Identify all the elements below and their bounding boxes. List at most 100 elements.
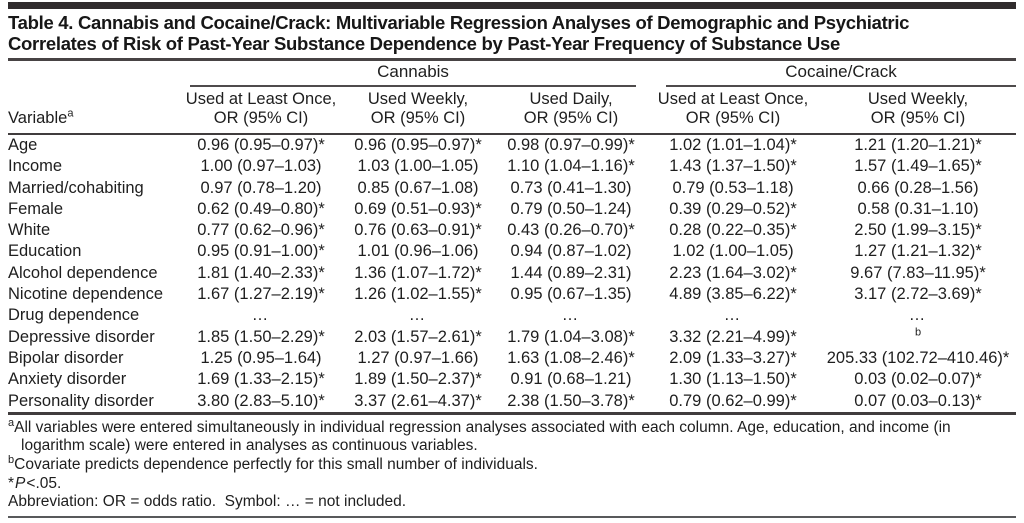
- row-value-cell: 1.26 (1.02–1.55)*: [354, 285, 482, 304]
- col-header-cannabis-once: Used at Least Once, OR (95% CI): [182, 87, 340, 135]
- footnote-b: bCovariate predicts dependence perfectly…: [8, 454, 1016, 475]
- row-value-cell: 0.58 (0.31–1.10): [857, 199, 979, 218]
- table-title: Table 4. Cannabis and Cocaine/Crack: Mul…: [8, 12, 1016, 54]
- top-rule: [8, 2, 1016, 9]
- row-value-cell: 1.27 (1.21–1.32)*: [854, 242, 982, 261]
- row-variable-label: White: [8, 221, 51, 240]
- row-variable-label: Income: [8, 157, 63, 176]
- table-body: Age 0.96 (0.95–0.97)* 0.96 (0.95–0.97)* 0.9…: [8, 134, 1016, 412]
- table-row: Personality disorder 3.80 (2.83–5.10)* 3.3…: [8, 391, 1016, 412]
- row-value-cell: 0.43 (0.26–0.70)*: [507, 221, 635, 240]
- abbreviation-note: Abbreviation: OR = odds ratio. Symbol: ……: [8, 493, 407, 511]
- pvalue-rest: <.05.: [26, 474, 62, 492]
- table-row: Nicotine dependence 1.67 (1.27–2.19)* 1.26…: [8, 284, 1016, 305]
- row-value-cell: 3.17 (2.72–3.69)*: [854, 285, 982, 304]
- footnote-a-text: All variables were entered simultaneousl…: [14, 418, 951, 455]
- group-header-cannabis: Cannabis: [182, 61, 646, 87]
- row-value-cell: 1.27 (0.97–1.66): [357, 348, 479, 367]
- pvalue-star: *: [8, 474, 15, 492]
- col-header-line1: Used at Least Once,: [657, 90, 809, 108]
- group-header-row: Cannabis Cocaine/Crack: [8, 61, 1017, 87]
- row-value-cell: 0.91 (0.68–1.21): [510, 370, 632, 389]
- variable-header-footnote-marker: a: [67, 107, 74, 120]
- col-header-line2: OR (95% CI): [685, 109, 781, 127]
- table-row: Education 0.95 (0.91–1.00)* 1.01 (0.96–1.0…: [8, 241, 1016, 262]
- row-value-cell: 0.98 (0.97–0.99)*: [507, 136, 635, 154]
- row-value-cell: 0.07 (0.03–0.13)*: [854, 391, 982, 410]
- row-value-cell: 0.28 (0.22–0.35)*: [669, 221, 797, 240]
- row-value-cell: 1.03 (1.00–1.05): [357, 157, 479, 176]
- row-value-cell: 0.95 (0.67–1.35): [510, 285, 632, 304]
- col-header-line2: OR (95% CI): [870, 109, 966, 127]
- row-value-cell: …: [908, 306, 928, 325]
- cannabis-spanner: Cannabis: [190, 62, 637, 87]
- cell-footnote-marker: b: [914, 326, 922, 339]
- row-value-cell: 4.89 (3.85–6.22)*: [669, 285, 797, 304]
- row-value-cell: 1.43 (1.37–1.50)*: [669, 157, 797, 176]
- row-value-cell: 1.01 (0.96–1.06): [357, 242, 479, 261]
- col-header-line2: OR (95% CI): [523, 109, 619, 127]
- row-value-cell: 2.38 (1.50–3.78)*: [507, 391, 635, 410]
- row-value-cell: 1.30 (1.13–1.50)*: [669, 370, 797, 389]
- row-value-cell: 1.69 (1.33–2.15)*: [197, 370, 325, 389]
- row-value-cell: b: [820, 327, 1016, 348]
- row-variable-label: Depressive disorder: [8, 327, 155, 346]
- row-value-cell: 3.32 (2.21–4.99)*: [669, 327, 797, 346]
- row-value-cell: 1.10 (1.04–1.16)*: [507, 157, 635, 176]
- row-value-cell: 0.97 (0.78–1.20): [200, 178, 322, 197]
- row-value-cell: 2.50 (1.99–3.15)*: [854, 221, 982, 240]
- row-value-cell: 1.85 (1.50–2.29)*: [197, 327, 325, 346]
- row-value-cell: …: [408, 306, 428, 325]
- cannabis-group-label: Cannabis: [377, 62, 449, 81]
- table-title-line1: Table 4. Cannabis and Cocaine/Crack: Mul…: [8, 12, 910, 33]
- row-value-cell: 1.25 (0.95–1.64): [200, 348, 322, 367]
- row-value-cell: 1.44 (0.89–2.31): [510, 263, 632, 282]
- row-variable-label: Age: [8, 136, 38, 154]
- row-value-cell: 1.36 (1.07–1.72)*: [354, 263, 482, 282]
- row-value-cell: …: [723, 306, 743, 325]
- row-value-cell: 1.02 (1.00–1.05): [672, 242, 794, 261]
- row-value-cell: …: [561, 306, 581, 325]
- row-value-cell: 1.89 (1.50–2.37)*: [354, 370, 482, 389]
- row-value-cell: …: [251, 306, 271, 325]
- table-row: Income 1.00 (0.97–1.03) 1.03 (1.00–1.05) 1.…: [8, 156, 1016, 177]
- table-row: Depressive disorder 1.85 (1.50–2.29)* 2.03…: [8, 327, 1016, 348]
- row-value-cell: 0.66 (0.28–1.56): [857, 178, 979, 197]
- row-value-cell: 0.96 (0.95–0.97)*: [354, 136, 482, 154]
- table-row: Anxiety disorder 1.69 (1.33–2.15)* 1.89 (1…: [8, 369, 1016, 390]
- bottom-rule: [8, 515, 1016, 518]
- row-value-cell: 0.76 (0.63–0.91)*: [354, 221, 482, 240]
- row-value-cell: 0.96 (0.95–0.97)*: [197, 136, 325, 154]
- row-value-cell: 9.67 (7.83–11.95)*: [850, 263, 986, 282]
- row-value-cell: 1.57 (1.49–1.65)*: [854, 157, 982, 176]
- regression-table: Cannabis Cocaine/Crack Variablea Used at…: [8, 61, 1017, 412]
- col-header-cannabis-daily: Used Daily, OR (95% CI): [496, 87, 647, 135]
- row-variable-label: Alcohol dependence: [8, 263, 158, 282]
- row-variable-label: Anxiety disorder: [8, 370, 127, 389]
- row-value-cell: 0.79 (0.50–1.24): [510, 199, 632, 218]
- group-header-spacer: [8, 61, 182, 87]
- col-header-line2: OR (95% CI): [370, 109, 466, 127]
- footnote-a: aAll variables were entered simultaneous…: [8, 417, 1016, 456]
- row-value-cell: 0.79 (0.53–1.18): [672, 178, 794, 197]
- row-variable-label: Married/cohabiting: [8, 178, 144, 197]
- table-bottom-rule: [8, 411, 1016, 415]
- row-value-cell: 3.80 (2.83–5.10)*: [197, 391, 325, 410]
- col-header-line2: OR (95% CI): [213, 109, 309, 127]
- row-value-cell: 1.02 (1.01–1.04)*: [669, 136, 797, 154]
- cocaine-spanner: Cocaine/Crack: [666, 62, 1017, 87]
- row-value-cell: 1.79 (1.04–3.08)*: [507, 327, 635, 346]
- row-value-cell: 0.94 (0.87–1.02): [510, 242, 632, 261]
- pvalue-note: *P<.05.: [8, 475, 1016, 494]
- row-value-cell: 0.03 (0.02–0.07)*: [854, 370, 982, 389]
- col-header-cocaine-once: Used at Least Once, OR (95% CI): [646, 87, 821, 135]
- pvalue-p: P: [15, 474, 26, 492]
- col-header-line1: Used at Least Once,: [185, 90, 337, 108]
- row-value-cell: 1.21 (1.20–1.21)*: [854, 136, 982, 154]
- row-value-cell: 0.73 (0.41–1.30): [510, 178, 632, 197]
- row-variable-label: Personality disorder: [8, 391, 154, 410]
- cocaine-group-label: Cocaine/Crack: [785, 62, 897, 81]
- variable-header-label: Variable: [8, 109, 68, 127]
- row-value-cell: 205.33 (102.72–410.46)*: [826, 348, 1010, 367]
